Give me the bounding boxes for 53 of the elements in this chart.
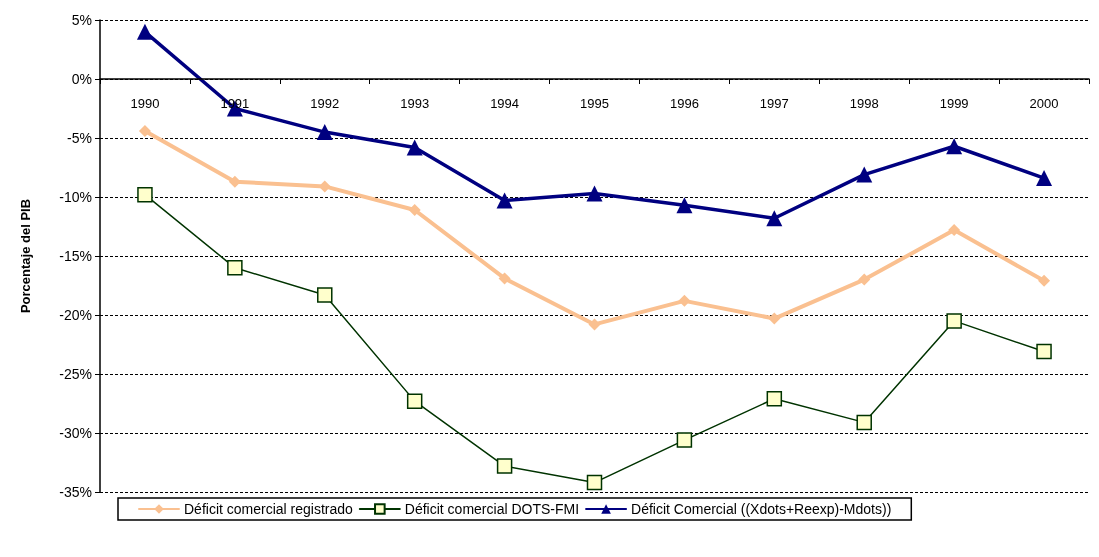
y-tick-label: -30% bbox=[59, 425, 92, 441]
x-tick-label: 1995 bbox=[580, 96, 609, 111]
y-tick-label: -5% bbox=[67, 130, 92, 146]
x-tick-label: 1994 bbox=[490, 96, 520, 111]
point bbox=[766, 391, 783, 407]
point bbox=[946, 313, 962, 329]
x-tick-label: 1999 bbox=[939, 96, 969, 111]
x-tick-label: 1997 bbox=[759, 96, 789, 111]
point bbox=[856, 414, 872, 431]
point bbox=[317, 287, 333, 303]
point bbox=[676, 197, 693, 214]
y-tick-label: 5% bbox=[71, 12, 92, 28]
legend-label: Déficit comercial DOTS-FMI bbox=[404, 501, 580, 517]
y-tick-label: -10% bbox=[59, 189, 92, 205]
x-tick-label: 1998 bbox=[849, 96, 879, 111]
point bbox=[1038, 274, 1051, 287]
point bbox=[496, 192, 513, 209]
point bbox=[316, 124, 333, 141]
x-tick-label: 1993 bbox=[400, 96, 430, 111]
point bbox=[856, 166, 873, 183]
point bbox=[768, 312, 781, 325]
x-tick-label: 1996 bbox=[669, 96, 699, 111]
point bbox=[588, 318, 601, 331]
point bbox=[766, 210, 783, 227]
point bbox=[678, 294, 691, 307]
point bbox=[137, 186, 153, 203]
point bbox=[406, 393, 423, 409]
point bbox=[1036, 170, 1053, 187]
y-tick-label: 0% bbox=[71, 71, 92, 87]
point bbox=[858, 273, 871, 286]
point bbox=[136, 23, 153, 40]
x-tick-label: 2000 bbox=[1029, 96, 1059, 111]
point bbox=[586, 474, 603, 491]
y-tick-label: -15% bbox=[59, 248, 92, 264]
x-tick-label: 1992 bbox=[310, 96, 340, 111]
x-tick-label: 1990 bbox=[130, 96, 160, 111]
point bbox=[948, 224, 961, 237]
point bbox=[586, 185, 603, 202]
y-tick-label: -35% bbox=[59, 484, 92, 500]
point bbox=[1036, 343, 1052, 360]
y-tick-label: -25% bbox=[59, 366, 92, 382]
point bbox=[227, 260, 243, 276]
point bbox=[946, 138, 963, 155]
point bbox=[138, 124, 151, 137]
legend-label: Déficit comercial registrado bbox=[184, 501, 354, 517]
point bbox=[408, 203, 421, 216]
y-axis-title: Porcentaje del PIB bbox=[18, 198, 33, 314]
point bbox=[498, 272, 511, 285]
point bbox=[496, 458, 513, 474]
point bbox=[406, 139, 423, 156]
legend-label: Déficit Comercial ((Xdots+Reexp)-Mdots)) bbox=[631, 501, 892, 517]
point bbox=[676, 432, 693, 448]
y-tick-label: -20% bbox=[59, 307, 92, 323]
